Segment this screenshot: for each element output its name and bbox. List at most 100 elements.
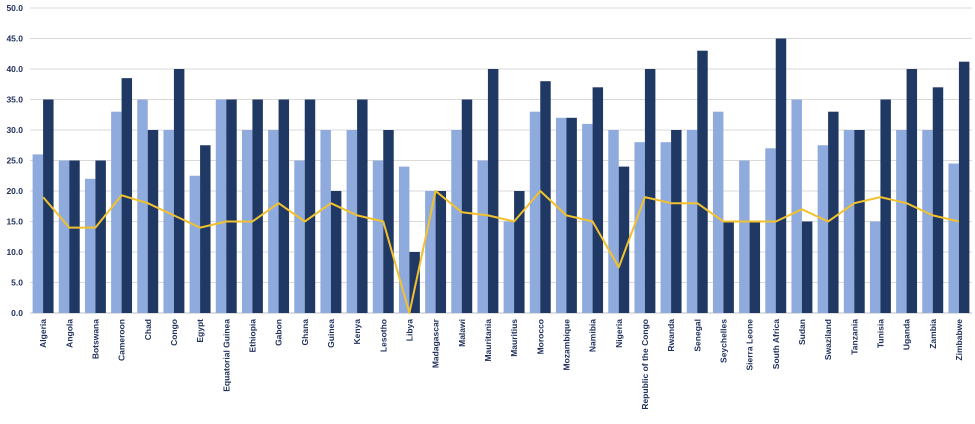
x-tick-label: Equatorial Guinea xyxy=(221,319,231,392)
bar-light xyxy=(137,99,148,313)
x-tick-label: Sudan xyxy=(797,319,807,345)
bar-dark xyxy=(775,38,787,313)
bar-dark xyxy=(409,252,420,313)
bar-light xyxy=(372,160,384,313)
bar-light xyxy=(425,191,436,313)
bar-light xyxy=(948,163,959,313)
bar-dark xyxy=(697,50,708,313)
x-tick-label: Republic of the Congo xyxy=(640,319,650,410)
x-tick-label: Senegal xyxy=(692,319,702,352)
y-tick-label: 15.0 xyxy=(6,217,23,227)
bar-dark xyxy=(958,61,970,314)
bar-dark xyxy=(906,69,918,313)
bar-light xyxy=(58,160,70,313)
x-tick-label: Namibia xyxy=(588,319,598,352)
x-tick-label: Zambia xyxy=(928,319,938,349)
y-tick-label: 20.0 xyxy=(6,186,23,196)
bar-light xyxy=(791,99,802,313)
bar-dark xyxy=(671,130,682,313)
bar-dark xyxy=(749,221,761,313)
x-tick-label: South Africa xyxy=(771,319,781,369)
bar-light xyxy=(111,111,122,313)
trend-line xyxy=(42,190,960,314)
bar-dark xyxy=(200,145,211,313)
bar-light xyxy=(608,130,619,313)
bar-light xyxy=(451,130,462,313)
gridlines xyxy=(30,7,972,314)
bar-dark xyxy=(383,130,394,313)
x-tick-label: Egypt xyxy=(195,319,205,343)
x-tick-label: Rwanda xyxy=(666,319,676,352)
bar-dark xyxy=(801,221,813,313)
bar-light xyxy=(555,117,567,313)
bar-dark xyxy=(461,99,473,313)
bar-light xyxy=(268,130,279,313)
y-tick-label: 35.0 xyxy=(6,95,23,105)
y-tick-label: 50.0 xyxy=(6,3,23,13)
bar-light xyxy=(843,130,855,313)
bar-dark xyxy=(304,99,316,313)
bar-light xyxy=(582,123,593,314)
x-tick-label: Mauritius xyxy=(509,319,519,357)
bar-light xyxy=(189,175,201,313)
x-tick-label: Botswana xyxy=(90,319,100,359)
bar-light xyxy=(477,160,488,313)
bar-dark xyxy=(854,130,865,313)
bar-dark xyxy=(43,99,54,313)
bar-light xyxy=(529,111,541,313)
bar-light xyxy=(686,130,698,313)
x-tick-label: Lesotho xyxy=(378,319,388,352)
x-tick-label: Cameroon xyxy=(117,319,127,361)
x-tick-label: Kenya xyxy=(352,319,362,345)
bar-light xyxy=(32,154,44,313)
x-tick-label: Congo xyxy=(169,319,179,346)
bar-light xyxy=(294,160,305,313)
bar-dark xyxy=(226,99,237,313)
x-tick-label: Ethiopia xyxy=(247,319,257,353)
y-axis: 0.0 5.0 10.0 15.0 20.0 25.0 30.0 35.0 40.0 45.0 50… xyxy=(6,3,23,318)
x-tick-label: Algeria xyxy=(38,319,48,348)
x-tick-label: Madagascar xyxy=(431,318,441,368)
bar-dark xyxy=(357,99,368,313)
x-tick-label: Guinea xyxy=(326,319,336,348)
x-tick-label: Mauritania xyxy=(483,319,493,362)
x-tick-label: Malawi xyxy=(457,319,467,347)
bar-light xyxy=(503,221,515,313)
bar-dark xyxy=(173,69,185,313)
bar-dark xyxy=(121,78,133,314)
x-tick-label: Angola xyxy=(64,319,74,348)
bar-light xyxy=(84,178,96,313)
y-tick-label: 45.0 xyxy=(6,34,23,44)
bar-dark xyxy=(95,160,106,313)
bar-dark xyxy=(618,166,630,313)
x-tick-label: Morocco xyxy=(535,319,545,354)
x-tick-label: Sierra Leone xyxy=(745,319,755,371)
bar-light xyxy=(896,130,907,313)
bar-light xyxy=(320,130,331,313)
bar-dark xyxy=(828,111,839,313)
bar-dark xyxy=(723,221,734,313)
x-tick-label: Chad xyxy=(143,319,153,340)
y-tick-label: 30.0 xyxy=(6,125,23,135)
bar-dark xyxy=(592,87,604,313)
bars xyxy=(32,38,970,314)
bar-dark xyxy=(932,87,944,313)
x-tick-label: Seychelles xyxy=(718,319,728,363)
x-axis: Algeria Angola Botswana Cameroon Chad Congo Eg… xyxy=(38,318,964,409)
x-tick-label: Libya xyxy=(404,319,414,341)
bar-light xyxy=(163,130,174,313)
bar-dark xyxy=(435,191,447,313)
x-tick-label: Mozambique xyxy=(561,319,571,371)
bar-light xyxy=(869,221,881,313)
bar-dark xyxy=(566,117,577,313)
y-tick-label: 25.0 xyxy=(6,156,23,166)
x-tick-label: Ghana xyxy=(300,319,310,346)
bar-dark xyxy=(147,130,159,313)
bar-dark xyxy=(252,99,263,313)
trend-line-layer xyxy=(42,190,960,314)
y-tick-label: 0.0 xyxy=(11,308,23,318)
bar-light xyxy=(817,145,829,313)
bar-light xyxy=(739,160,750,313)
bar-dark xyxy=(514,191,525,313)
